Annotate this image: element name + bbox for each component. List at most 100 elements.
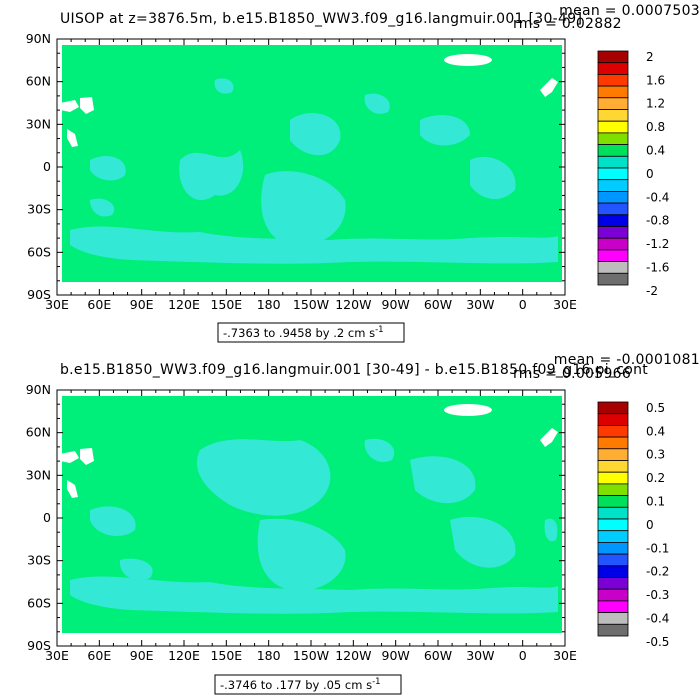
colorbar-label: 0.4 xyxy=(646,424,665,438)
panel-1-land-patch xyxy=(67,129,78,147)
panel-1-range-box: -.7363 to .9458 by .2 cm s-1 xyxy=(217,322,405,343)
panel-1-negative-patches xyxy=(70,78,558,264)
y-tick-label: 90N xyxy=(26,31,51,46)
x-tick-label: 60E xyxy=(87,648,111,663)
panel-2-range-text: -.3746 to .177 by .05 cm s xyxy=(220,678,372,692)
colorbar-swatch xyxy=(597,542,629,555)
colorbar-swatch xyxy=(597,190,629,204)
colorbar-label: -0.4 xyxy=(646,190,669,204)
colorbar-label: 1.6 xyxy=(646,73,665,87)
colorbar-swatch xyxy=(597,50,629,64)
x-tick-label: 30W xyxy=(466,648,494,663)
x-tick-label: 150W xyxy=(293,297,329,312)
y-tick-label: 60N xyxy=(26,425,51,440)
y-tick-label: 30N xyxy=(26,467,51,482)
panel-1-land-patch xyxy=(80,97,94,114)
colorbar-swatch xyxy=(597,249,629,262)
colorbar-label: 0.3 xyxy=(646,448,665,462)
panel-1-colorbar: 2 1.6 1.2 0.8 0.4 0 -0.4 -0.8 -1.2 -1.6 -2 xyxy=(597,50,669,298)
panel-1-range-unit-exponent: -1 xyxy=(375,325,383,335)
x-tick-label: 90E xyxy=(130,297,154,312)
colorbar-label: 0 xyxy=(646,518,654,532)
colorbar-swatch xyxy=(597,600,629,614)
colorbar-swatch xyxy=(597,612,629,625)
x-tick-label: 60E xyxy=(87,297,111,312)
panel-2-land-patch xyxy=(67,480,78,498)
y-tick-label: 30S xyxy=(27,553,51,568)
y-tick-label: 30N xyxy=(26,116,51,131)
panel-2-land-patch xyxy=(60,451,79,463)
colorbar-swatch xyxy=(597,179,629,192)
y-tick-label: 90N xyxy=(26,382,51,397)
colorbar-swatch xyxy=(597,424,629,438)
colorbar-swatch xyxy=(597,226,629,239)
colorbar-swatch xyxy=(597,588,629,602)
colorbar-swatch xyxy=(597,471,629,485)
panel-1-x-tick-labels: 30E 60E 90E 120E 150E 180 150W 120W 90W 60W 30W 0 30… xyxy=(45,297,577,312)
colorbar-label: 0.8 xyxy=(646,120,665,134)
colorbar-swatch xyxy=(597,132,629,145)
colorbar-swatch xyxy=(597,565,629,578)
colorbar-label: -1.6 xyxy=(646,260,669,274)
y-tick-label: 30S xyxy=(27,202,51,217)
x-tick-label: 120E xyxy=(168,297,200,312)
panel-1-map xyxy=(56,38,566,296)
panel-1-mean: mean = 0.0007503 xyxy=(559,3,700,19)
y-tick-label: 60N xyxy=(26,74,51,89)
x-tick-label: 120W xyxy=(335,648,371,663)
panel-1: UISOP at z=3876.5m, b.e15.B1850_WW3.f09_… xyxy=(26,3,700,343)
panel-2-x-tick-labels: 30E 60E 90E 120E 150E 180 150W 120W 90W 60W 30W 0 30… xyxy=(45,648,577,663)
panel-2-ticks xyxy=(56,389,566,647)
panel-2-colorbar: 0.5 0.4 0.3 0.2 0.1 0 -0.1 -0.2 -0.3 -0.4 -0.5 xyxy=(597,401,669,649)
panel-1-rms: rms = 0.02882 xyxy=(513,16,622,32)
colorbar-label: 0 xyxy=(646,167,654,181)
svg-text:-.7363 to .9458 by .2 cm s-1: -.7363 to .9458 by .2 cm s-1 xyxy=(223,325,384,340)
colorbar-swatch xyxy=(597,495,629,508)
x-tick-label: 30E xyxy=(45,297,69,312)
x-tick-label: 180 xyxy=(257,648,281,663)
colorbar-label: 2 xyxy=(646,50,654,64)
x-tick-label: 30E xyxy=(553,648,577,663)
panel-2-negative-patches xyxy=(70,438,558,614)
colorbar-swatch xyxy=(597,120,629,134)
y-tick-label: 90S xyxy=(27,287,51,302)
colorbar-swatch xyxy=(597,577,629,590)
colorbar-label: -0.8 xyxy=(646,214,669,228)
y-tick-label: 60S xyxy=(27,244,51,259)
panel-2-range-box: -.3746 to .177 by .05 cm s-1 xyxy=(214,674,402,695)
x-tick-label: 90W xyxy=(382,297,410,312)
panel-2-rms: rms = 0.005966 xyxy=(513,366,631,382)
colorbar-swatch xyxy=(597,272,629,286)
panel-2-map xyxy=(56,389,566,647)
panel-2-antarctic-void xyxy=(444,404,492,416)
colorbar-swatch xyxy=(597,261,629,274)
panel-1-title: UISOP at z=3876.5m, b.e15.B1850_WW3.f09_… xyxy=(60,11,582,27)
x-tick-label: 150W xyxy=(293,648,329,663)
colorbar-swatch xyxy=(597,518,629,532)
panel-2-land-patch xyxy=(540,428,558,447)
x-tick-label: 90E xyxy=(130,648,154,663)
x-tick-label: 150E xyxy=(210,648,242,663)
colorbar-swatch xyxy=(597,413,629,426)
colorbar-swatch xyxy=(597,483,629,496)
panel-1-antarctic-void xyxy=(444,54,492,66)
x-tick-label: 30W xyxy=(466,297,494,312)
x-tick-label: 60W xyxy=(424,297,452,312)
colorbar-swatch xyxy=(597,401,629,415)
colorbar-label: 1.2 xyxy=(646,97,665,111)
panel-1-y-tick-labels: 90N 60N 30N 0 30S 60S 90S xyxy=(26,31,51,302)
panel-1-ticks xyxy=(56,38,566,296)
colorbar-label: -0.2 xyxy=(646,565,669,579)
colorbar-label: -0.3 xyxy=(646,588,669,602)
colorbar-swatch xyxy=(597,97,629,110)
panel-2-title: b.e15.B1850_WW3.f09_g16.langmuir.001 [30… xyxy=(60,362,648,378)
y-tick-label: 60S xyxy=(27,595,51,610)
y-tick-label: 0 xyxy=(43,510,51,525)
colorbar-swatch xyxy=(597,74,629,87)
svg-text:-.3746 to .177 by .05 cm s-1: -.3746 to .177 by .05 cm s-1 xyxy=(220,677,381,692)
colorbar-swatch xyxy=(597,144,629,157)
colorbar-label: 0.5 xyxy=(646,401,665,415)
x-tick-label: 0 xyxy=(519,297,527,312)
panel-2-land-patch xyxy=(80,448,94,465)
